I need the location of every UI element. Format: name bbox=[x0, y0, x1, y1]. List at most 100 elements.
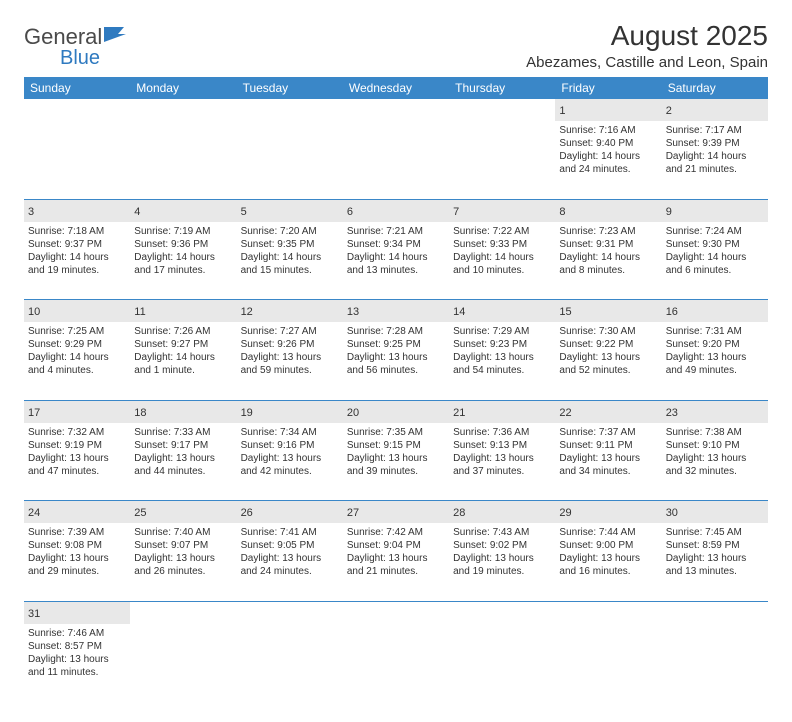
day-number-cell: 30 bbox=[662, 501, 768, 524]
day-number: 28 bbox=[453, 507, 465, 519]
weekday-header-row: SundayMondayTuesdayWednesdayThursdayFrid… bbox=[24, 77, 768, 99]
day-number: 29 bbox=[559, 507, 571, 519]
day-cell bbox=[555, 624, 661, 702]
day-number: 12 bbox=[241, 306, 253, 318]
weekday-header: Monday bbox=[130, 77, 236, 99]
day-number: 5 bbox=[241, 206, 247, 218]
day-content-row: Sunrise: 7:16 AMSunset: 9:40 PMDaylight:… bbox=[24, 121, 768, 199]
day-number-cell: 16 bbox=[662, 300, 768, 323]
day-content-row: Sunrise: 7:32 AMSunset: 9:19 PMDaylight:… bbox=[24, 423, 768, 501]
day-number: 30 bbox=[666, 507, 678, 519]
day-details: Sunrise: 7:31 AMSunset: 9:20 PMDaylight:… bbox=[666, 325, 764, 377]
day-details: Sunrise: 7:19 AMSunset: 9:36 PMDaylight:… bbox=[134, 225, 232, 277]
day-cell bbox=[24, 121, 130, 199]
day-cell: Sunrise: 7:20 AMSunset: 9:35 PMDaylight:… bbox=[237, 222, 343, 300]
day-number-cell bbox=[130, 99, 236, 121]
day-number-cell: 3 bbox=[24, 199, 130, 222]
day-cell: Sunrise: 7:35 AMSunset: 9:15 PMDaylight:… bbox=[343, 423, 449, 501]
day-cell bbox=[343, 121, 449, 199]
day-cell: Sunrise: 7:27 AMSunset: 9:26 PMDaylight:… bbox=[237, 322, 343, 400]
day-number-row: 3456789 bbox=[24, 199, 768, 222]
logo-text-blue: Blue bbox=[60, 47, 100, 70]
day-details: Sunrise: 7:17 AMSunset: 9:39 PMDaylight:… bbox=[666, 124, 764, 176]
day-cell: Sunrise: 7:38 AMSunset: 9:10 PMDaylight:… bbox=[662, 423, 768, 501]
day-number-cell bbox=[237, 601, 343, 624]
day-number-cell: 8 bbox=[555, 199, 661, 222]
day-cell: Sunrise: 7:34 AMSunset: 9:16 PMDaylight:… bbox=[237, 423, 343, 501]
day-number-cell bbox=[24, 99, 130, 121]
day-number-cell: 29 bbox=[555, 501, 661, 524]
flag-icon bbox=[104, 24, 130, 50]
day-details: Sunrise: 7:23 AMSunset: 9:31 PMDaylight:… bbox=[559, 225, 657, 277]
day-cell: Sunrise: 7:22 AMSunset: 9:33 PMDaylight:… bbox=[449, 222, 555, 300]
day-number-cell: 20 bbox=[343, 400, 449, 423]
day-cell: Sunrise: 7:23 AMSunset: 9:31 PMDaylight:… bbox=[555, 222, 661, 300]
day-number-cell: 18 bbox=[130, 400, 236, 423]
day-details: Sunrise: 7:39 AMSunset: 9:08 PMDaylight:… bbox=[28, 526, 126, 578]
day-cell: Sunrise: 7:33 AMSunset: 9:17 PMDaylight:… bbox=[130, 423, 236, 501]
day-cell: Sunrise: 7:46 AMSunset: 8:57 PMDaylight:… bbox=[24, 624, 130, 702]
day-number-cell: 14 bbox=[449, 300, 555, 323]
day-number-row: 17181920212223 bbox=[24, 400, 768, 423]
day-number-row: 10 11 12 13 14 15 16 bbox=[24, 300, 768, 323]
day-details: Sunrise: 7:36 AMSunset: 9:13 PMDaylight:… bbox=[453, 426, 551, 478]
day-number-cell: 13 bbox=[343, 300, 449, 323]
day-number-cell: 23 bbox=[662, 400, 768, 423]
day-number: 13 bbox=[347, 306, 359, 318]
day-content-row: Sunrise: 7:39 AMSunset: 9:08 PMDaylight:… bbox=[24, 523, 768, 601]
day-cell bbox=[662, 624, 768, 702]
day-number: 15 bbox=[559, 306, 571, 318]
day-cell: Sunrise: 7:25 AMSunset: 9:29 PMDaylight:… bbox=[24, 322, 130, 400]
day-cell: Sunrise: 7:32 AMSunset: 9:19 PMDaylight:… bbox=[24, 423, 130, 501]
day-details: Sunrise: 7:18 AMSunset: 9:37 PMDaylight:… bbox=[28, 225, 126, 277]
day-number-cell bbox=[662, 601, 768, 624]
day-number-cell bbox=[343, 601, 449, 624]
day-number-cell: 1 bbox=[555, 99, 661, 121]
day-cell: Sunrise: 7:41 AMSunset: 9:05 PMDaylight:… bbox=[237, 523, 343, 601]
day-cell: Sunrise: 7:31 AMSunset: 9:20 PMDaylight:… bbox=[662, 322, 768, 400]
day-number: 11 bbox=[134, 306, 145, 318]
day-number-cell: 24 bbox=[24, 501, 130, 524]
day-number-cell: 26 bbox=[237, 501, 343, 524]
day-number: 2 bbox=[666, 105, 672, 117]
weekday-header: Tuesday bbox=[237, 77, 343, 99]
day-number: 4 bbox=[134, 206, 140, 218]
day-cell: Sunrise: 7:18 AMSunset: 9:37 PMDaylight:… bbox=[24, 222, 130, 300]
day-number-cell: 12 bbox=[237, 300, 343, 323]
day-cell: Sunrise: 7:44 AMSunset: 9:00 PMDaylight:… bbox=[555, 523, 661, 601]
day-details: Sunrise: 7:34 AMSunset: 9:16 PMDaylight:… bbox=[241, 426, 339, 478]
day-number-cell: 10 bbox=[24, 300, 130, 323]
title-block: August 2025 Abezames, Castille and Leon,… bbox=[526, 20, 768, 71]
header: General August 2025 Abezames, Castille a… bbox=[24, 20, 768, 71]
day-cell: Sunrise: 7:29 AMSunset: 9:23 PMDaylight:… bbox=[449, 322, 555, 400]
day-details: Sunrise: 7:35 AMSunset: 9:15 PMDaylight:… bbox=[347, 426, 445, 478]
page-title: August 2025 bbox=[526, 20, 768, 52]
day-number-cell: 27 bbox=[343, 501, 449, 524]
day-details: Sunrise: 7:46 AMSunset: 8:57 PMDaylight:… bbox=[28, 627, 126, 679]
day-cell: Sunrise: 7:39 AMSunset: 9:08 PMDaylight:… bbox=[24, 523, 130, 601]
calendar-table: SundayMondayTuesdayWednesdayThursdayFrid… bbox=[24, 77, 768, 702]
day-cell bbox=[449, 121, 555, 199]
day-content-row: Sunrise: 7:46 AMSunset: 8:57 PMDaylight:… bbox=[24, 624, 768, 702]
day-number: 16 bbox=[666, 306, 678, 318]
day-cell bbox=[343, 624, 449, 702]
day-number: 18 bbox=[134, 407, 146, 419]
day-number: 6 bbox=[347, 206, 353, 218]
day-details: Sunrise: 7:21 AMSunset: 9:34 PMDaylight:… bbox=[347, 225, 445, 277]
weekday-header: Friday bbox=[555, 77, 661, 99]
day-number-row: 24252627282930 bbox=[24, 501, 768, 524]
day-cell bbox=[449, 624, 555, 702]
day-cell: Sunrise: 7:45 AMSunset: 8:59 PMDaylight:… bbox=[662, 523, 768, 601]
page: General August 2025 Abezames, Castille a… bbox=[0, 0, 792, 722]
weekday-header: Thursday bbox=[449, 77, 555, 99]
day-number-cell bbox=[130, 601, 236, 624]
calendar-body: 12 Sunrise: 7:16 AMSunset: 9:40 PMDayligh… bbox=[24, 99, 768, 702]
day-number: 31 bbox=[28, 608, 40, 620]
day-cell: Sunrise: 7:16 AMSunset: 9:40 PMDaylight:… bbox=[555, 121, 661, 199]
day-details: Sunrise: 7:28 AMSunset: 9:25 PMDaylight:… bbox=[347, 325, 445, 377]
day-number-cell bbox=[449, 99, 555, 121]
day-cell: Sunrise: 7:17 AMSunset: 9:39 PMDaylight:… bbox=[662, 121, 768, 199]
day-cell bbox=[237, 121, 343, 199]
day-details: Sunrise: 7:27 AMSunset: 9:26 PMDaylight:… bbox=[241, 325, 339, 377]
day-details: Sunrise: 7:44 AMSunset: 9:00 PMDaylight:… bbox=[559, 526, 657, 578]
